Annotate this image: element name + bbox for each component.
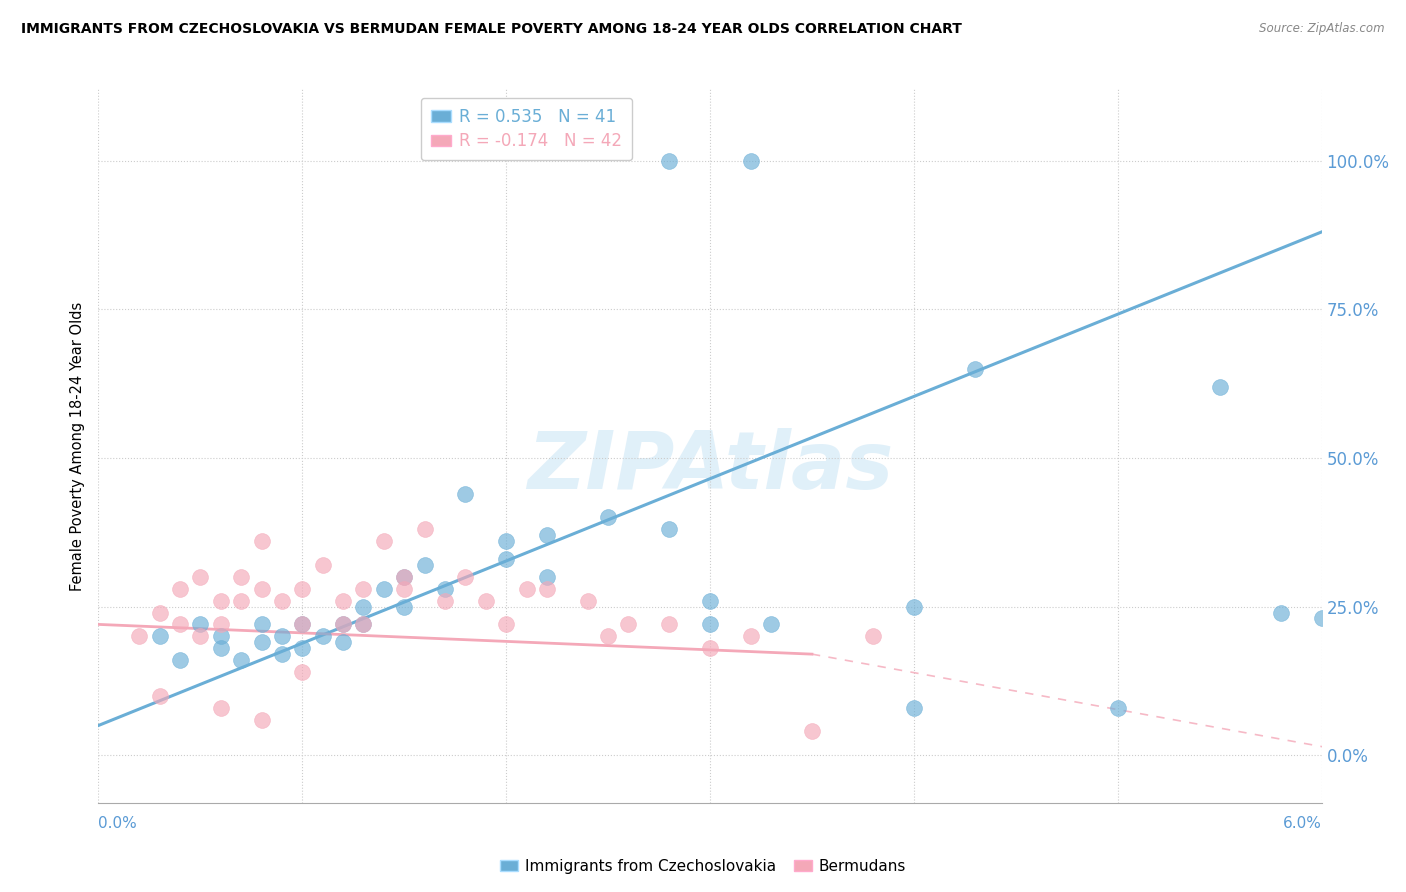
Point: [332, 635, 354, 649]
Point: [801, 724, 824, 739]
Point: [963, 361, 986, 376]
Point: [392, 582, 416, 596]
Point: [332, 617, 354, 632]
Point: [250, 582, 273, 596]
Point: [413, 558, 436, 572]
Point: [209, 593, 232, 607]
Point: [392, 570, 416, 584]
Point: [373, 534, 395, 549]
Point: [903, 700, 925, 714]
Point: [250, 534, 273, 549]
Point: [1310, 611, 1333, 625]
Point: [188, 570, 212, 584]
Text: 0.0%: 0.0%: [98, 816, 138, 831]
Point: [188, 629, 212, 643]
Point: [169, 653, 191, 667]
Legend: R = 0.535   N = 41, R = -0.174   N = 42: R = 0.535 N = 41, R = -0.174 N = 42: [420, 97, 633, 161]
Point: [433, 593, 456, 607]
Point: [311, 629, 335, 643]
Point: [270, 647, 292, 661]
Point: [250, 635, 273, 649]
Point: [149, 629, 172, 643]
Point: [761, 617, 783, 632]
Point: [209, 700, 232, 714]
Point: [270, 593, 292, 607]
Point: [352, 617, 374, 632]
Point: [862, 629, 884, 643]
Point: [231, 593, 253, 607]
Point: [332, 617, 354, 632]
Point: [169, 582, 191, 596]
Point: [209, 629, 232, 643]
Point: [699, 593, 721, 607]
Point: [495, 617, 517, 632]
Point: [536, 528, 558, 542]
Point: [433, 582, 456, 596]
Point: [291, 641, 314, 656]
Point: [231, 570, 253, 584]
Point: [209, 617, 232, 632]
Point: [188, 617, 212, 632]
Point: [516, 582, 538, 596]
Point: [352, 599, 374, 614]
Point: [169, 617, 191, 632]
Point: [149, 606, 172, 620]
Point: [250, 713, 273, 727]
Point: [311, 558, 335, 572]
Point: [332, 593, 354, 607]
Y-axis label: Female Poverty Among 18-24 Year Olds: Female Poverty Among 18-24 Year Olds: [70, 301, 86, 591]
Text: ZIPAtlas: ZIPAtlas: [527, 428, 893, 507]
Point: [352, 617, 374, 632]
Legend: Immigrants from Czechoslovakia, Bermudans: Immigrants from Czechoslovakia, Bermudan…: [494, 853, 912, 880]
Point: [699, 641, 721, 656]
Point: [598, 510, 620, 524]
Point: [598, 629, 620, 643]
Point: [617, 617, 640, 632]
Point: [392, 599, 416, 614]
Point: [1107, 700, 1129, 714]
Point: [536, 570, 558, 584]
Point: [231, 653, 253, 667]
Point: [291, 617, 314, 632]
Point: [209, 641, 232, 656]
Point: [658, 153, 681, 168]
Point: [149, 689, 172, 703]
Point: [1270, 606, 1292, 620]
Point: [576, 593, 599, 607]
Point: [454, 570, 477, 584]
Point: [373, 582, 395, 596]
Point: [250, 617, 273, 632]
Point: [474, 593, 498, 607]
Point: [392, 570, 416, 584]
Point: [454, 486, 477, 500]
Point: [740, 153, 762, 168]
Point: [536, 582, 558, 596]
Point: [903, 599, 925, 614]
Point: [128, 629, 150, 643]
Point: [291, 617, 314, 632]
Point: [740, 629, 762, 643]
Point: [352, 582, 374, 596]
Point: [291, 665, 314, 679]
Point: [658, 617, 681, 632]
Text: IMMIGRANTS FROM CZECHOSLOVAKIA VS BERMUDAN FEMALE POVERTY AMONG 18-24 YEAR OLDS : IMMIGRANTS FROM CZECHOSLOVAKIA VS BERMUD…: [21, 22, 962, 37]
Point: [1208, 379, 1232, 393]
Point: [413, 522, 436, 536]
Point: [699, 617, 721, 632]
Text: 6.0%: 6.0%: [1282, 816, 1322, 831]
Point: [495, 534, 517, 549]
Point: [270, 629, 292, 643]
Text: Source: ZipAtlas.com: Source: ZipAtlas.com: [1260, 22, 1385, 36]
Point: [495, 552, 517, 566]
Point: [658, 522, 681, 536]
Point: [291, 582, 314, 596]
